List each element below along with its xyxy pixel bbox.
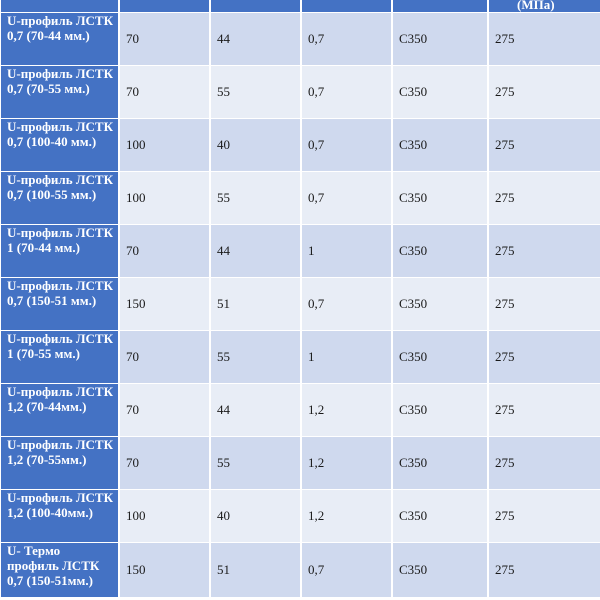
value-cell-c3: 0,7 [302,278,391,330]
value-cell-c1: 70 [120,384,209,436]
value-cell-c2: 51 [211,543,300,597]
value-cell-c5: 275 [489,119,600,171]
value-cell-c5: 275 [489,172,600,224]
profile-name-cell: U-профиль ЛСТК 0,7 (100-40 мм.) [1,119,118,171]
value-cell-c1: 100 [120,490,209,542]
value-cell-c2: 44 [211,384,300,436]
value-cell-c4: С350 [393,13,487,65]
table-row: U- Термо профиль ЛСТК 0,7 (150-51мм.) 150… [1,543,600,597]
value-cell-c2: 40 [211,490,300,542]
profile-name-cell: U-профиль ЛСТК 1 (70-55 мм.) [1,331,118,383]
table-row: U-профиль ЛСТК 0,7 (100-55 мм.) 100 55 0,7 С… [1,172,600,224]
value-cell-c3: 1,2 [302,490,391,542]
value-cell-c4: С350 [393,225,487,277]
value-cell-c2: 40 [211,119,300,171]
value-cell-c2: 51 [211,278,300,330]
table-row: U-профиль ЛСТК 0,7 (150-51 мм.) 150 51 0,7 С… [1,278,600,330]
table-row: U-профиль ЛСТК 1,2 (100-40мм.) 100 40 1,2 С3… [1,490,600,542]
profile-name-cell: U-профиль ЛСТК 1 (70-44 мм.) [1,225,118,277]
value-cell-c1: 70 [120,437,209,489]
value-cell-c1: 100 [120,172,209,224]
header-cell [120,0,209,12]
value-cell-c4: С350 [393,278,487,330]
value-cell-c1: 150 [120,278,209,330]
value-cell-c1: 70 [120,331,209,383]
value-cell-c3: 0,7 [302,543,391,597]
profile-name-cell: U-профиль ЛСТК 1,2 (100-40мм.) [1,490,118,542]
value-cell-c4: С350 [393,119,487,171]
header-cell [211,0,300,12]
value-cell-c5: 275 [489,437,600,489]
value-cell-c1: 70 [120,66,209,118]
value-cell-c4: С350 [393,384,487,436]
value-cell-c3: 1,2 [302,437,391,489]
header-cell [1,0,118,12]
header-cell-yield-strength: (МПа) [489,0,600,12]
table-row: U-профиль ЛСТК 1 (70-44 мм.) 70 44 1 С350 275 [1,225,600,277]
value-cell-c3: 1 [302,225,391,277]
value-cell-c2: 55 [211,172,300,224]
profile-name-cell: U-профиль ЛСТК 0,7 (100-55 мм.) [1,172,118,224]
value-cell-c5: 275 [489,66,600,118]
value-cell-c4: С350 [393,543,487,597]
profile-name-cell: U-профиль ЛСТК 1,2 (70-44мм.) [1,384,118,436]
value-cell-c3: 1 [302,331,391,383]
table-row: U-профиль ЛСТК 0,7 (70-44 мм.) 70 44 0,7 С35… [1,13,600,65]
value-cell-c5: 275 [489,331,600,383]
header-cell [302,0,391,12]
value-cell-c1: 70 [120,225,209,277]
value-cell-c5: 275 [489,278,600,330]
table-row: U-профиль ЛСТК 1,2 (70-44мм.) 70 44 1,2 С350… [1,384,600,436]
value-cell-c4: С350 [393,437,487,489]
value-cell-c2: 55 [211,66,300,118]
value-cell-c4: С350 [393,66,487,118]
value-cell-c4: С350 [393,331,487,383]
value-cell-c3: 0,7 [302,119,391,171]
value-cell-c1: 150 [120,543,209,597]
value-cell-c2: 55 [211,437,300,489]
value-cell-c5: 275 [489,543,600,597]
value-cell-c2: 44 [211,13,300,65]
value-cell-c3: 1,2 [302,384,391,436]
table-row: U-профиль ЛСТК 0,7 (100-40 мм.) 100 40 0,7 С… [1,119,600,171]
value-cell-c5: 275 [489,13,600,65]
value-cell-c2: 55 [211,331,300,383]
table-row: U-профиль ЛСТК 1 (70-55 мм.) 70 55 1 С350 275 [1,331,600,383]
value-cell-c5: 275 [489,490,600,542]
table-row: U-профиль ЛСТК 1,2 (70-55мм.) 70 55 1,2 С350… [1,437,600,489]
profile-name-cell: U-профиль ЛСТК 1,2 (70-55мм.) [1,437,118,489]
value-cell-c4: С350 [393,172,487,224]
header-cell [393,0,487,12]
value-cell-c1: 70 [120,13,209,65]
value-cell-c4: С350 [393,490,487,542]
table-header-row: (МПа) [1,0,600,12]
value-cell-c3: 0,7 [302,66,391,118]
profile-name-cell: U-профиль ЛСТК 0,7 (70-55 мм.) [1,66,118,118]
value-cell-c3: 0,7 [302,172,391,224]
value-cell-c3: 0,7 [302,13,391,65]
value-cell-c5: 275 [489,225,600,277]
profile-name-cell: U-профиль ЛСТК 0,7 (150-51 мм.) [1,278,118,330]
value-cell-c2: 44 [211,225,300,277]
value-cell-c1: 100 [120,119,209,171]
value-cell-c5: 275 [489,384,600,436]
profile-name-cell: U- Термо профиль ЛСТК 0,7 (150-51мм.) [1,543,118,597]
table-row: U-профиль ЛСТК 0,7 (70-55 мм.) 70 55 0,7 С35… [1,66,600,118]
profile-name-cell: U-профиль ЛСТК 0,7 (70-44 мм.) [1,13,118,65]
